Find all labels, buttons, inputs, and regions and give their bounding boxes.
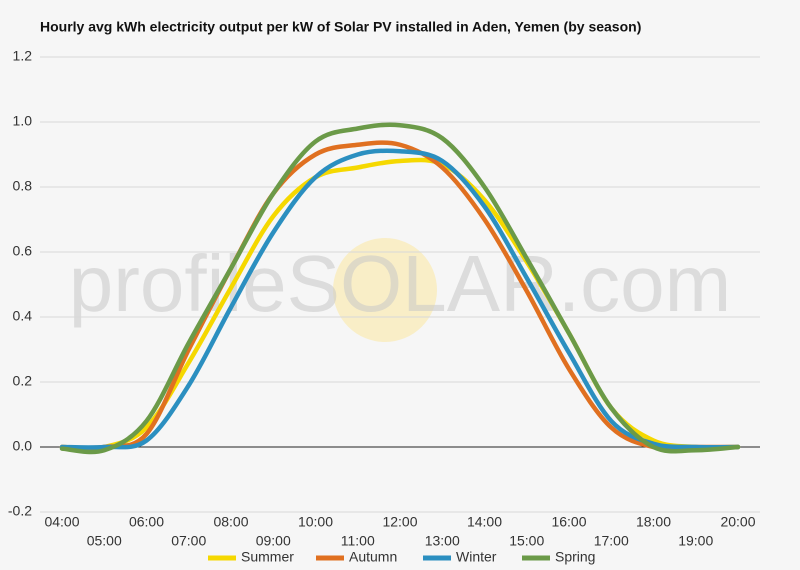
y-tick-label: 0.6 <box>13 243 33 259</box>
y-tick-label: 1.2 <box>13 48 33 64</box>
legend-label: Spring <box>555 549 595 565</box>
legend-label: Autumn <box>349 549 397 565</box>
series-line <box>59 140 741 451</box>
x-tick-label: 16:00 <box>551 514 586 530</box>
x-tick-label: 19:00 <box>678 533 713 549</box>
y-tick-label: 0.0 <box>13 438 33 454</box>
chart-title: Hourly avg kWh electricity output per kW… <box>40 19 641 35</box>
y-tick-label: 0.8 <box>13 178 33 194</box>
x-tick-label: 12:00 <box>382 514 417 530</box>
y-tick-label: -0.2 <box>8 503 32 519</box>
y-tick-label: 0.2 <box>13 373 33 389</box>
x-tick-label: 04:00 <box>44 514 79 530</box>
series-line <box>59 148 741 450</box>
watermark-sun <box>333 238 437 342</box>
x-tick-label: 11:00 <box>341 533 375 549</box>
x-tick-label: 10:00 <box>298 514 333 530</box>
x-tick-label: 20:00 <box>720 514 755 530</box>
x-tick-label: 07:00 <box>171 533 206 549</box>
x-tick-label: 14:00 <box>467 514 502 530</box>
x-tick-label: 15:00 <box>509 533 544 549</box>
x-tick-label: 13:00 <box>425 533 460 549</box>
x-tick-label: 08:00 <box>213 514 248 530</box>
x-tick-label: 05:00 <box>87 533 122 549</box>
legend-label: Summer <box>241 549 294 565</box>
x-tick-label: 17:00 <box>594 533 629 549</box>
y-tick-label: 1.0 <box>13 113 33 129</box>
legend-label: Winter <box>456 549 497 565</box>
watermark: profileSOLAR.com <box>69 239 731 328</box>
y-tick-label: 0.4 <box>13 308 33 324</box>
x-tick-label: 18:00 <box>636 514 671 530</box>
x-tick-label: 06:00 <box>129 514 164 530</box>
series-line <box>59 122 741 455</box>
x-tick-label: 09:00 <box>256 533 291 549</box>
